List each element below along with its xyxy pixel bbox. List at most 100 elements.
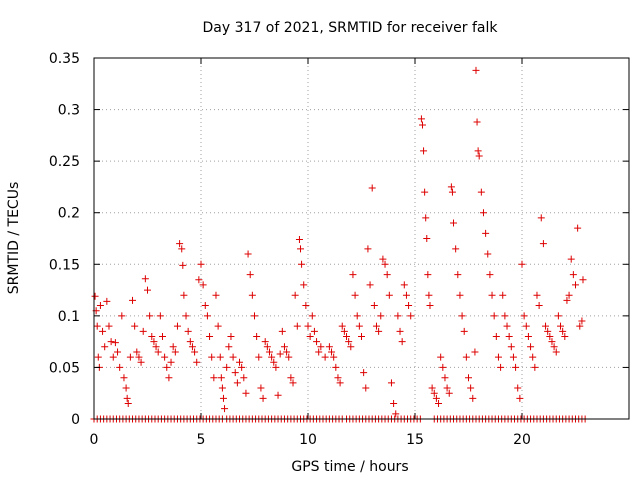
data-point: [227, 332, 235, 340]
data-point: [93, 322, 101, 330]
data-point: [212, 291, 220, 299]
y-tick-label: 0.1: [58, 309, 80, 325]
data-point: [107, 338, 115, 346]
data-point: [195, 276, 203, 284]
data-point: [101, 343, 109, 351]
data-point: [334, 374, 342, 382]
data-point: [366, 281, 374, 289]
data-point: [441, 374, 449, 382]
data-point: [452, 245, 460, 253]
data-point: [550, 343, 558, 351]
data-point: [124, 400, 132, 408]
data-point: [484, 250, 492, 258]
data-point: [295, 236, 303, 244]
data-point: [308, 312, 316, 320]
data-point: [283, 348, 291, 356]
data-point: [94, 353, 102, 361]
data-point: [351, 291, 359, 299]
data-point: [129, 296, 137, 304]
data-point: [274, 391, 282, 399]
data-point: [379, 255, 387, 263]
data-point: [137, 358, 145, 366]
data-point: [559, 327, 567, 335]
x-tick-label: 5: [197, 432, 206, 448]
data-point: [425, 291, 433, 299]
data-point: [552, 348, 560, 356]
data-point: [135, 353, 143, 361]
data-point: [539, 240, 547, 248]
y-tick-label: 0.15: [49, 257, 80, 273]
data-point: [561, 332, 569, 340]
data-point: [225, 343, 233, 351]
data-point: [554, 312, 562, 320]
data-point: [421, 188, 429, 196]
data-point: [133, 348, 141, 356]
data-point: [191, 348, 199, 356]
data-point: [392, 410, 400, 418]
data-point: [424, 271, 432, 279]
data-point: [280, 343, 288, 351]
data-point: [488, 291, 496, 299]
data-point: [443, 384, 451, 392]
data-point: [574, 224, 582, 232]
data-point: [298, 260, 306, 268]
data-point: [131, 322, 139, 330]
data-point: [199, 281, 207, 289]
data-point: [126, 353, 134, 361]
data-point: [347, 343, 355, 351]
data-point: [563, 296, 571, 304]
y-axis-label: SRMTID / TECUs: [6, 182, 22, 295]
data-point: [210, 374, 218, 382]
data-point: [394, 312, 402, 320]
data-point: [402, 291, 410, 299]
data-point: [486, 271, 494, 279]
data-point: [479, 209, 487, 217]
data-point: [505, 332, 513, 340]
data-point: [340, 327, 348, 335]
data-point: [233, 379, 241, 387]
data-point: [109, 353, 117, 361]
data-point: [206, 332, 214, 340]
y-tick-label: 0.3: [58, 103, 80, 119]
x-axis-label: GPS time / hours: [291, 459, 408, 475]
data-point: [520, 312, 528, 320]
data-point: [248, 291, 256, 299]
data-point: [432, 394, 440, 402]
data-point: [360, 369, 368, 377]
data-point: [387, 379, 395, 387]
data-points: [90, 66, 589, 423]
data-point: [338, 322, 346, 330]
data-point: [471, 348, 479, 356]
data-point: [246, 271, 254, 279]
data-point: [242, 389, 250, 397]
data-point: [362, 384, 370, 392]
data-point: [407, 312, 415, 320]
data-point: [465, 374, 472, 382]
data-point: [370, 302, 378, 310]
data-point: [472, 66, 480, 74]
data-point: [216, 353, 224, 361]
x-tick-label: 15: [406, 432, 424, 448]
data-point: [313, 338, 321, 346]
data-point: [423, 235, 431, 242]
data-point: [270, 358, 278, 366]
data-point: [236, 358, 244, 366]
data-point: [146, 312, 154, 320]
data-point: [336, 379, 344, 387]
data-point: [321, 353, 329, 361]
data-point: [516, 394, 524, 402]
data-point: [201, 302, 209, 310]
data-point: [527, 343, 535, 351]
data-point: [306, 332, 314, 340]
y-tick-label: 0.2: [58, 206, 80, 222]
y-tick-label: 0.25: [49, 154, 80, 170]
data-point: [114, 348, 122, 356]
x-tick-label: 10: [299, 432, 317, 448]
data-point: [467, 384, 475, 392]
data-point: [219, 394, 227, 402]
data-point: [398, 338, 406, 346]
data-point: [473, 118, 481, 126]
